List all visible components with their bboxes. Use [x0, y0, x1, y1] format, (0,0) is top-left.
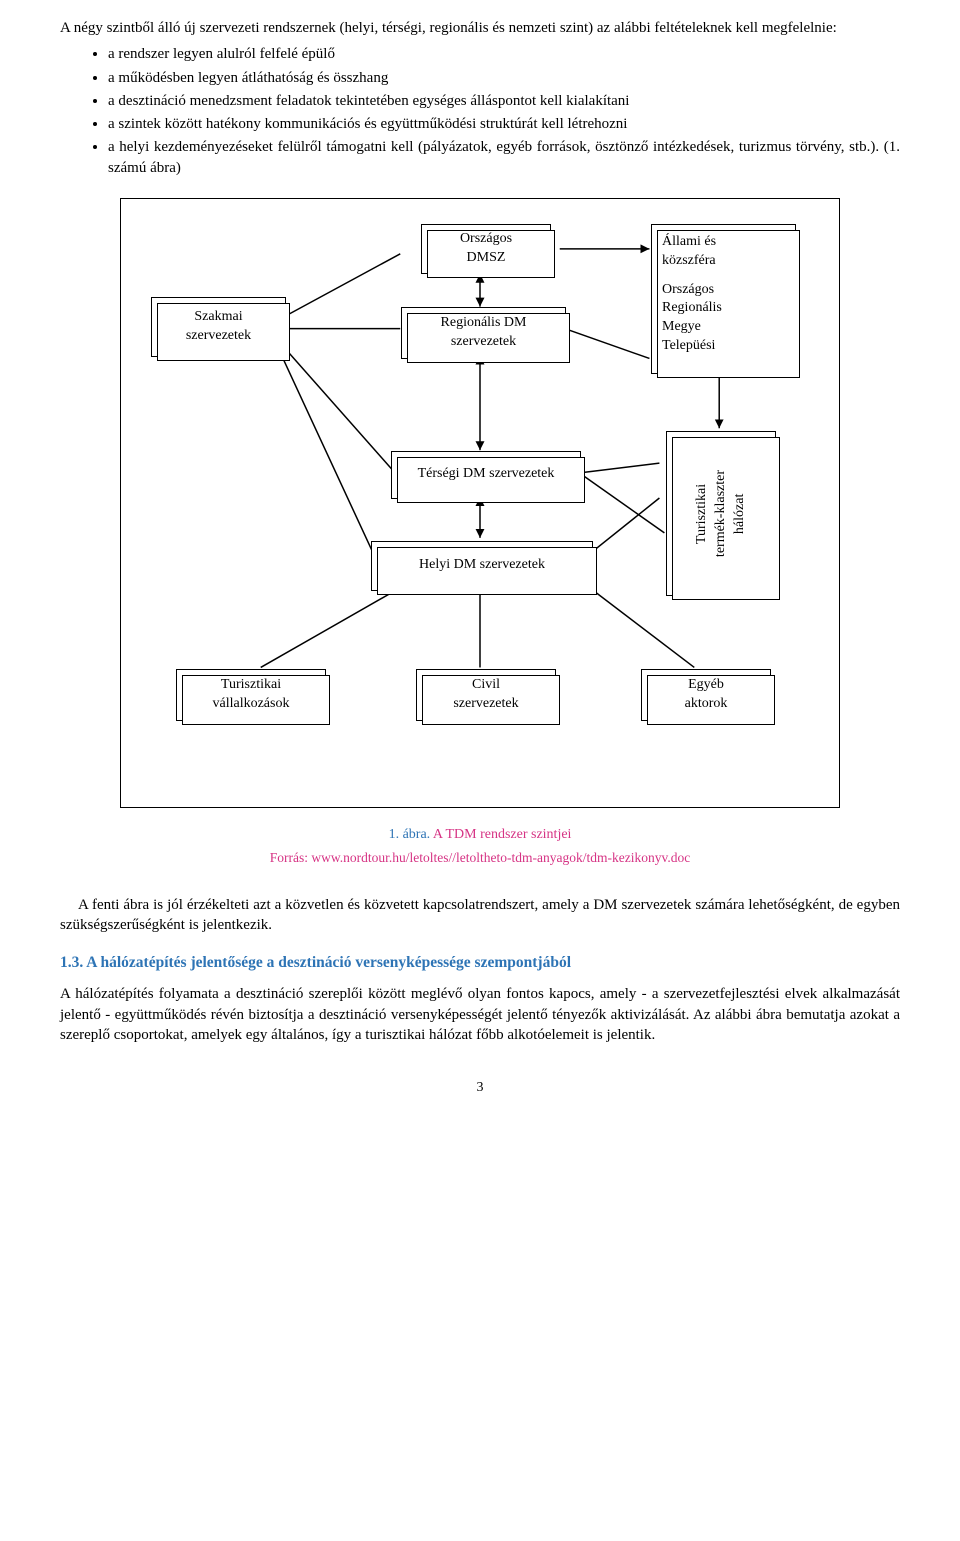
node-orszagos-dmsz: Országos DMSZ [421, 224, 551, 274]
node-label: Civil [472, 676, 500, 695]
bullet-item: a működésben legyen átláthatóság és össz… [108, 68, 900, 88]
bullet-item: a szintek között hatékony kommunikációs … [108, 114, 900, 134]
node-klaszter: Turisztikai termék-klaszter hálózat [666, 431, 776, 596]
node-tersegi-dm: Térségi DM szervezetek [391, 451, 581, 499]
node-label: Szakmai [194, 308, 242, 327]
node-szakmai: Szakmai szervezetek [151, 297, 286, 357]
figure-caption: 1. ábra. A TDM rendszer szintjei [60, 826, 900, 845]
node-label: szervezetek [186, 327, 251, 346]
node-label: Turisztikai [221, 676, 281, 695]
post-diagram-paragraph: A fenti ábra is jól érzékelteti azt a kö… [60, 895, 900, 936]
node-egyeb: Egyéb aktorok [641, 669, 771, 721]
bullet-item: a rendszer legyen alulról felfelé épülő [108, 44, 900, 64]
node-helyi-dm: Helyi DM szervezetek [371, 541, 593, 591]
node-label: Turisztikai [694, 483, 709, 543]
node-allami-kozsfera: Állami és közszféra Országos Regionális … [651, 224, 796, 374]
node-label: Egyéb [688, 676, 724, 695]
bullet-item: a helyi kezdeményezéseket felülről támog… [108, 137, 900, 178]
node-label: Országos [662, 281, 714, 300]
node-label: közszféra [662, 252, 716, 271]
figure-number: 1. ábra. [389, 827, 433, 842]
node-regionalis-dm: Regionális DM szervezetek [401, 307, 566, 359]
node-label: Állami és [662, 233, 716, 252]
figure-source: Forrás: www.nordtour.hu/letoltes//letolt… [60, 849, 900, 867]
node-label: Országos [460, 230, 512, 249]
network-paragraph: A hálózatépítés folyamata a desztináció … [60, 984, 900, 1045]
node-label: Telepüési [662, 337, 715, 356]
node-label: Megye [662, 318, 701, 337]
node-label: szervezetek [451, 333, 516, 352]
node-label: Regionális DM [441, 314, 527, 333]
node-label: aktorok [685, 695, 728, 714]
node-label: vállalkozások [213, 695, 290, 714]
requirements-list: a rendszer legyen alulról felfelé épülő … [108, 44, 900, 178]
section-heading-1-3: 1.3. A hálózatépítés jelentősége a deszt… [60, 953, 900, 974]
intro-paragraph: A négy szintből álló új szervezeti rends… [60, 18, 900, 38]
figure-title: A TDM rendszer szintjei [433, 827, 572, 842]
node-label: Térségi DM szervezetek [418, 465, 555, 484]
node-label: Helyi DM szervezetek [419, 556, 545, 575]
node-label: termék-klaszter [713, 470, 728, 557]
node-label: hálózat [731, 493, 746, 533]
bullet-item: a desztináció menedzsment feladatok teki… [108, 91, 900, 111]
node-label: DMSZ [467, 249, 506, 268]
page-number: 3 [60, 1079, 900, 1098]
node-label: szervezetek [453, 695, 518, 714]
node-civil: Civil szervezetek [416, 669, 556, 721]
node-label: Regionális [662, 299, 722, 318]
node-vallalkozasok: Turisztikai vállalkozások [176, 669, 326, 721]
diagram-tdm-levels: Szakmai szervezetek Országos DMSZ Region… [120, 198, 840, 808]
